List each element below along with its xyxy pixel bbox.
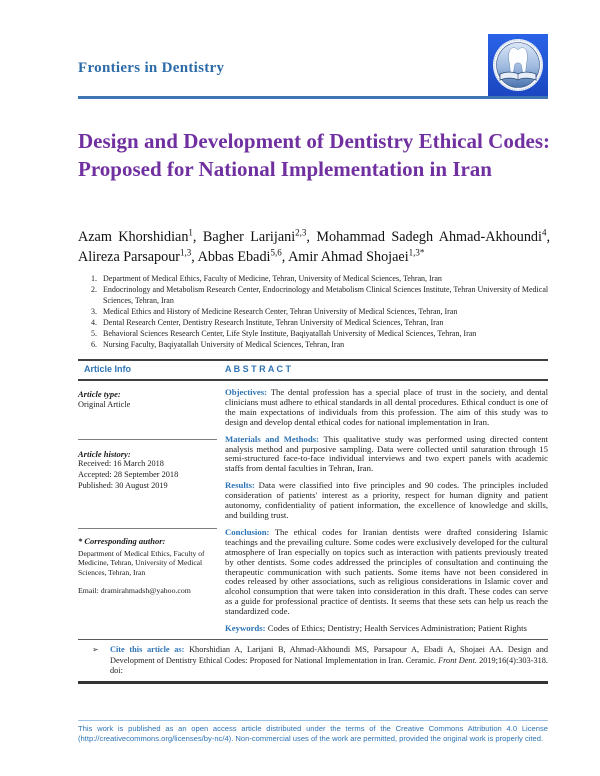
abstract-sections: Objectives: The dental profession has a … bbox=[225, 387, 549, 634]
table-header-rule bbox=[78, 379, 548, 381]
author-affiliation-sup: 4 bbox=[541, 227, 547, 238]
cite-text-tail: 2019;16(4):303-318. doi: bbox=[110, 655, 548, 676]
tooth-seal-icon bbox=[488, 34, 548, 96]
published-date: Published: 30 August 2019 bbox=[78, 480, 168, 490]
abstract-column: Objectives: The dental profession has a … bbox=[225, 384, 548, 641]
author-name: Bagher Larijani2,3 bbox=[202, 227, 307, 245]
table-top-rule bbox=[78, 359, 548, 361]
affiliation-item: Behavioral Sciences Research Center, Lif… bbox=[99, 328, 569, 339]
footer-divider bbox=[78, 720, 548, 721]
article-info-heading: Article Info bbox=[84, 364, 132, 374]
authors-line: Azam Khorshidian1, Bagher Larijani2,3, M… bbox=[78, 227, 550, 265]
cite-top-rule bbox=[78, 639, 548, 640]
abstract-section-label: Keywords: bbox=[225, 623, 268, 634]
author-affiliation-sup: 5,6 bbox=[270, 247, 282, 258]
article-title: Design and Development of Dentistry Ethi… bbox=[78, 129, 550, 181]
cite-journal-name: Front Dent. bbox=[438, 655, 477, 665]
affiliation-item: Department of Medical Ethics, Faculty of… bbox=[99, 273, 569, 284]
abstract-section: Materials and Methods: This qualitative … bbox=[225, 433, 549, 474]
cite-bottom-rule bbox=[78, 681, 548, 684]
author-affiliation-sup: 1,3 bbox=[180, 247, 192, 258]
author-name: Abbas Ebadi5,6 bbox=[197, 247, 282, 265]
cite-text: Khorshidian A, Larijani B, Ahmad-Akhound… bbox=[110, 645, 548, 665]
journal-seal-logo bbox=[488, 34, 548, 96]
abstract-section-label: Results: bbox=[225, 480, 259, 491]
author-name: Azam Khorshidian1 bbox=[78, 227, 193, 245]
abstract-section: Keywords: Codes of Ethics; Dentistry; He… bbox=[225, 623, 527, 634]
info-abstract-header: Article Info A B S T R A C T bbox=[78, 364, 548, 374]
abstract-section-label: Materials and Methods: bbox=[225, 433, 324, 444]
accepted-date: Accepted: 28 September 2018 bbox=[78, 470, 179, 480]
article-type-value: Original Article bbox=[78, 399, 131, 409]
received-date: Received: 16 March 2018 bbox=[78, 459, 164, 469]
affiliation-item: Medical Ethics and History of Medicine R… bbox=[99, 306, 569, 317]
author-name: Amir Ahmad Shojaei1,3* bbox=[288, 247, 425, 265]
info-divider bbox=[78, 527, 217, 529]
affiliation-item: Dental Research Center, Dentistry Resear… bbox=[99, 317, 569, 328]
article-info-column: Article type: Original Article Article h… bbox=[78, 384, 225, 641]
affiliation-item: Endocrinology and Metabolism Research Ce… bbox=[99, 284, 569, 306]
corresponding-author-label: * Corresponding author: bbox=[78, 535, 166, 546]
open-access-note: This work is published as an open access… bbox=[78, 724, 548, 743]
abstract-section: Results: Data were classified into five … bbox=[225, 480, 548, 520]
abstract-section: Conclusion: The ethical codes for Irania… bbox=[225, 526, 548, 617]
journal-name: Frontiers in Dentistry bbox=[78, 60, 225, 76]
article-history-label: Article history: bbox=[78, 448, 131, 459]
author-affiliation-sup: 1,3* bbox=[408, 247, 425, 258]
abstract-heading: A B S T R A C T bbox=[225, 364, 291, 374]
info-abstract-columns: Article type: Original Article Article h… bbox=[78, 384, 548, 641]
info-divider bbox=[78, 438, 217, 440]
author-affiliation-sup: 1 bbox=[188, 227, 193, 238]
abstract-section-label: Conclusion: bbox=[225, 526, 275, 537]
arrow-bullet-icon: ➢ bbox=[92, 645, 99, 654]
article-type-label: Article type: bbox=[78, 389, 121, 399]
cite-label: Cite this article as: bbox=[110, 645, 185, 654]
corresponding-author-email: Email: dramirahmadsh@yahoo.com bbox=[78, 586, 191, 596]
abstract-section-label: Objectives: bbox=[225, 387, 271, 397]
abstract-section: Objectives: The dental profession has a … bbox=[225, 387, 548, 427]
author-affiliation-sup: 2,3 bbox=[295, 227, 307, 238]
corresponding-author-address: Department of Medical Ethics, Faculty of… bbox=[78, 548, 205, 577]
affiliation-item: Nursing Faculty, Baqiyatallah University… bbox=[99, 339, 569, 350]
author-name: Mohammad Sadegh Ahmad-Akhoundi4 bbox=[316, 227, 547, 245]
affiliations-list: Department of Medical Ethics, Faculty of… bbox=[78, 273, 569, 350]
author-name: Alireza Parsapour1,3 bbox=[78, 247, 192, 265]
header-divider bbox=[78, 96, 548, 99]
cite-section: ➢ Cite this article as: Khorshidian A, L… bbox=[78, 645, 548, 677]
